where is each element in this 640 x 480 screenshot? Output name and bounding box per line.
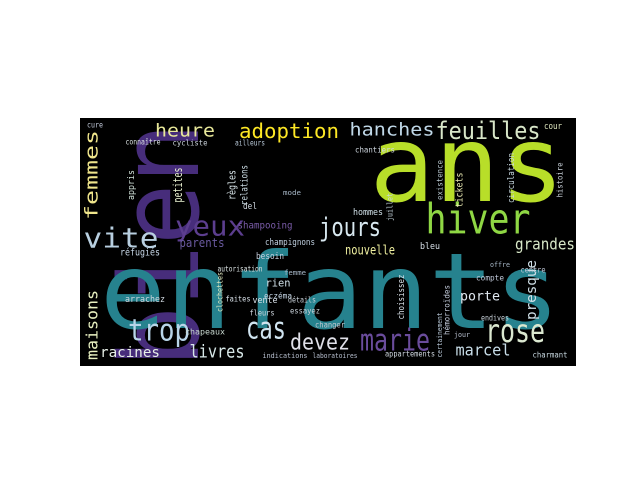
word: eczéma bbox=[264, 291, 292, 301]
word: trop bbox=[128, 314, 190, 349]
word: rose bbox=[485, 312, 545, 350]
word-cloud-background bbox=[80, 118, 576, 366]
word: jours bbox=[319, 213, 381, 243]
word: clochettes bbox=[216, 272, 225, 312]
word: mode bbox=[283, 189, 301, 197]
word: vite bbox=[84, 222, 159, 255]
word: cycliste bbox=[173, 139, 208, 148]
word: relations bbox=[240, 165, 251, 205]
word: hommes bbox=[353, 208, 383, 218]
word: appartements bbox=[385, 350, 435, 359]
word: indications bbox=[263, 352, 308, 360]
word: juillet bbox=[386, 193, 395, 221]
word: centre bbox=[521, 266, 546, 275]
word: hiver bbox=[426, 195, 531, 244]
word: bleu bbox=[420, 242, 440, 252]
word: cour bbox=[544, 122, 562, 132]
word: chapeaux bbox=[185, 328, 225, 337]
word: femmes bbox=[82, 130, 103, 220]
word: autorisation bbox=[218, 265, 263, 274]
word: marcel bbox=[456, 341, 511, 360]
word: besoin bbox=[256, 252, 284, 262]
word: shampooing bbox=[238, 221, 293, 232]
word: livres bbox=[190, 342, 245, 363]
word: champignons bbox=[265, 238, 315, 248]
word: parents bbox=[180, 236, 225, 250]
word: offre bbox=[490, 261, 510, 269]
word: choisissez bbox=[397, 275, 407, 320]
word: faites bbox=[226, 295, 251, 304]
word: bien bbox=[96, 123, 224, 368]
word: devez bbox=[290, 331, 350, 356]
word: vente bbox=[253, 296, 278, 306]
word: fleurs bbox=[250, 309, 275, 318]
word: existence bbox=[436, 160, 445, 200]
word: grandes bbox=[515, 235, 575, 254]
word: détails bbox=[288, 295, 316, 305]
word: changer bbox=[315, 321, 345, 330]
word: yeux bbox=[175, 210, 245, 243]
word: presque bbox=[524, 260, 540, 320]
word: réfugiés bbox=[120, 247, 160, 259]
word: petites bbox=[171, 168, 185, 203]
word: racines bbox=[100, 345, 160, 361]
word: nouvelle bbox=[345, 244, 395, 259]
word: arrachez bbox=[125, 295, 165, 305]
word: rien bbox=[266, 277, 291, 290]
word: heure bbox=[155, 121, 215, 142]
word: appris bbox=[127, 170, 137, 200]
word: maisons bbox=[83, 290, 102, 360]
word: compte bbox=[476, 274, 504, 283]
word: règles bbox=[226, 170, 239, 200]
word: tickets bbox=[455, 173, 466, 208]
word: charmant bbox=[533, 351, 568, 360]
word: femme bbox=[284, 269, 306, 277]
word: circulation bbox=[507, 153, 517, 203]
word: connaître bbox=[126, 138, 161, 147]
word: histoire bbox=[556, 162, 565, 197]
word: ans bbox=[370, 104, 565, 226]
word: feuilles bbox=[436, 117, 541, 145]
word: hanches bbox=[350, 120, 435, 141]
word: cure bbox=[87, 121, 103, 130]
word: hémorroïdes bbox=[442, 285, 452, 335]
word: certainement bbox=[436, 313, 444, 358]
word: endives bbox=[481, 314, 509, 323]
word: del bbox=[243, 202, 257, 212]
word: laboratoires bbox=[313, 352, 358, 360]
word: chantiers bbox=[355, 146, 395, 155]
word: adoption bbox=[239, 119, 339, 143]
word: cas bbox=[246, 312, 286, 347]
word: ailleurs bbox=[235, 139, 265, 148]
word: jour bbox=[454, 331, 470, 339]
word: porte bbox=[460, 290, 500, 305]
word: enfants bbox=[100, 231, 560, 353]
word: essayez bbox=[290, 307, 320, 316]
word: marie bbox=[360, 324, 430, 359]
